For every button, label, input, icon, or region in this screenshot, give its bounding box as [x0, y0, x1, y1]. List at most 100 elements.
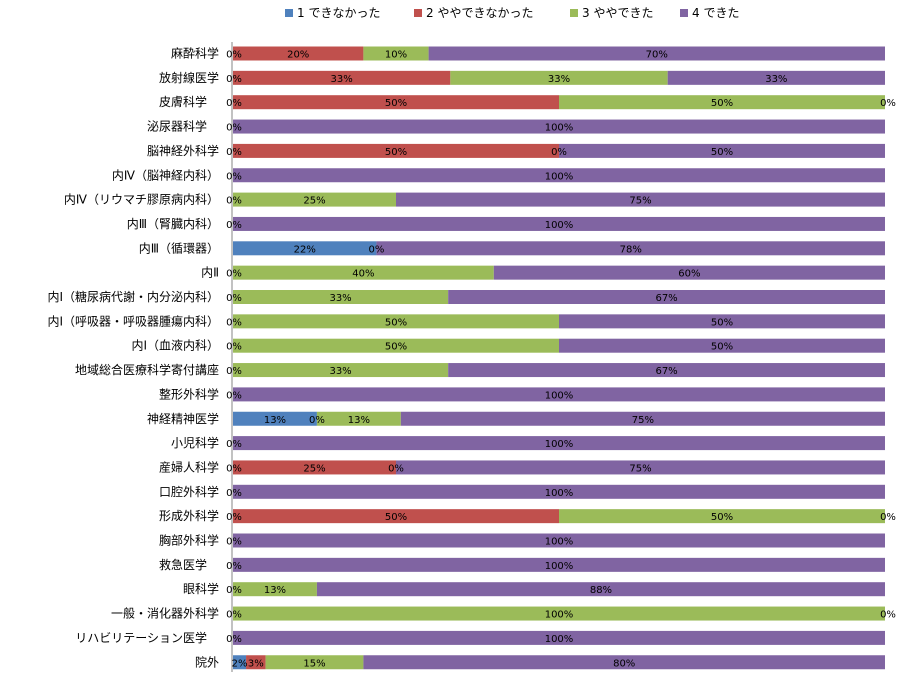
category-label: 放射線医学: [159, 70, 219, 85]
data-label-series-2: 33%: [331, 74, 353, 85]
bar-segment-3: [233, 363, 449, 378]
data-label-series-4: 80%: [613, 658, 635, 669]
data-label-series-4: 100%: [545, 537, 574, 548]
bar-segment-4: [396, 192, 885, 207]
bar-segment-4: [233, 216, 885, 231]
data-label-series-2: 25%: [303, 463, 325, 474]
data-label-series-1: 2%: [232, 658, 248, 669]
bar-segment-2: [233, 46, 364, 61]
bar-segment-3: [233, 290, 449, 304]
data-label-series-1: 0%: [226, 634, 242, 645]
category-label: 内Ⅰ（呼吸器・呼吸器腫瘍内科）: [47, 313, 219, 328]
category-label: 皮膚科学: [159, 94, 219, 109]
data-label-series-3: 100%: [545, 610, 574, 621]
bar-segment-2: [246, 655, 266, 670]
bar-segment-4: [233, 436, 885, 451]
data-label-series-1: 0%: [226, 561, 242, 572]
legend-label-1: 1 できなかった: [297, 6, 380, 20]
data-label-series-4: 75%: [629, 196, 651, 207]
data-label-series-1: 0%: [226, 463, 242, 474]
data-label-series-1: 0%: [226, 220, 242, 231]
bar-segment-3: [233, 314, 559, 329]
category-label: 神経精神医学: [147, 411, 219, 426]
data-label-series-1: 0%: [226, 610, 242, 621]
data-label-series-4: 0%: [880, 512, 896, 523]
bar-segment-4: [428, 46, 885, 61]
data-label-series-3: 13%: [264, 585, 286, 596]
data-label-series-2: 50%: [385, 147, 407, 158]
bar-segment-4: [233, 630, 885, 645]
bar-segment-4: [559, 143, 885, 158]
data-label-series-1: 0%: [226, 74, 242, 85]
data-label-series-4: 50%: [711, 147, 733, 158]
data-label-series-1: 0%: [226, 317, 242, 328]
data-label-series-3: 15%: [303, 658, 325, 669]
bar-segment-4: [448, 290, 885, 304]
bar-segment-4: [396, 460, 885, 475]
bar-segment-4: [233, 484, 885, 499]
data-label-series-4: 70%: [646, 50, 668, 61]
data-label-series-4: 100%: [545, 561, 574, 572]
data-label-series-1: 0%: [226, 585, 242, 596]
bar-segment-3: [233, 265, 494, 280]
category-label: 内Ⅱ: [201, 266, 219, 280]
data-label-series-3: 33%: [329, 366, 351, 377]
data-label-series-3: 10%: [385, 50, 407, 61]
legend-swatch-1: [285, 9, 293, 17]
category-label: 泌尿器科学: [147, 119, 219, 134]
bar-segment-4: [667, 70, 885, 85]
legend-swatch-4: [680, 9, 688, 17]
data-label-series-4: 0%: [880, 98, 896, 109]
data-label-series-1: 0%: [226, 171, 242, 182]
category-label: 産婦人科学: [159, 459, 219, 474]
data-label-series-1: 0%: [226, 342, 242, 353]
data-label-series-2: 50%: [385, 98, 407, 109]
data-label-series-2: 50%: [385, 512, 407, 523]
bar-segment-2: [233, 509, 559, 524]
category-label: 麻酔科学: [171, 46, 219, 61]
category-label: 整形外科学: [159, 386, 219, 401]
data-label-series-4: 0%: [880, 610, 896, 621]
data-label-series-4: 100%: [545, 220, 574, 231]
data-label-series-4: 75%: [629, 463, 651, 474]
category-label: 脳神経外科学: [147, 143, 219, 158]
bar-segment-3: [233, 192, 396, 207]
category-label: 内Ⅲ（腎臓内科）: [127, 217, 219, 231]
data-label-series-1: 0%: [226, 147, 242, 158]
data-label-series-3: 40%: [352, 269, 374, 280]
data-label-series-1: 0%: [226, 366, 242, 377]
category-label: 内Ⅲ（循環器）: [139, 241, 219, 255]
category-label: 地域総合医療科学寄付講座: [75, 362, 219, 377]
bar-segment-2: [233, 70, 451, 85]
data-label-series-4: 100%: [545, 488, 574, 499]
bar-segment-3: [265, 655, 364, 670]
category-label: リハビリテーション医学: [75, 630, 219, 645]
data-label-series-2: 3%: [248, 658, 264, 669]
data-label-series-1: 0%: [226, 439, 242, 450]
bar-segment-4: [400, 411, 885, 426]
data-labels: 0% 20% 10% 70% 0% 33% 33% 33% 0% 50% 50% 0% 0% 100% 0%…: [226, 50, 896, 670]
data-label-series-1: 0%: [226, 98, 242, 109]
data-label-series-4: 100%: [545, 439, 574, 450]
data-label-series-3: 0%: [551, 147, 567, 158]
data-label-series-4: 88%: [590, 585, 612, 596]
data-label-series-3: 50%: [711, 98, 733, 109]
bar-segment-4: [559, 338, 885, 353]
bar-segment-3: [559, 95, 885, 110]
category-label: 内Ⅳ（リウマチ膠原病内科）: [64, 192, 219, 207]
data-label-series-4: 67%: [655, 293, 677, 304]
data-label-series-1: 0%: [226, 293, 242, 304]
data-label-series-1: 0%: [226, 537, 242, 548]
data-label-series-3: 50%: [711, 512, 733, 523]
data-label-series-4: 50%: [711, 342, 733, 353]
category-label: 内Ⅰ（糖尿病代謝・内分泌内科）: [47, 289, 219, 304]
bar-segment-3: [363, 46, 429, 61]
data-label-series-4: 100%: [545, 123, 574, 134]
bar-segment-4: [448, 363, 885, 378]
legend: 1 できなかった 2 ややできなかった 3 ややできた 4 できた: [285, 6, 739, 20]
bar-segment-2: [233, 460, 396, 475]
data-label-series-1: 22%: [294, 244, 316, 255]
bar-segment-4: [233, 168, 885, 183]
bar-segment-3: [450, 70, 668, 85]
